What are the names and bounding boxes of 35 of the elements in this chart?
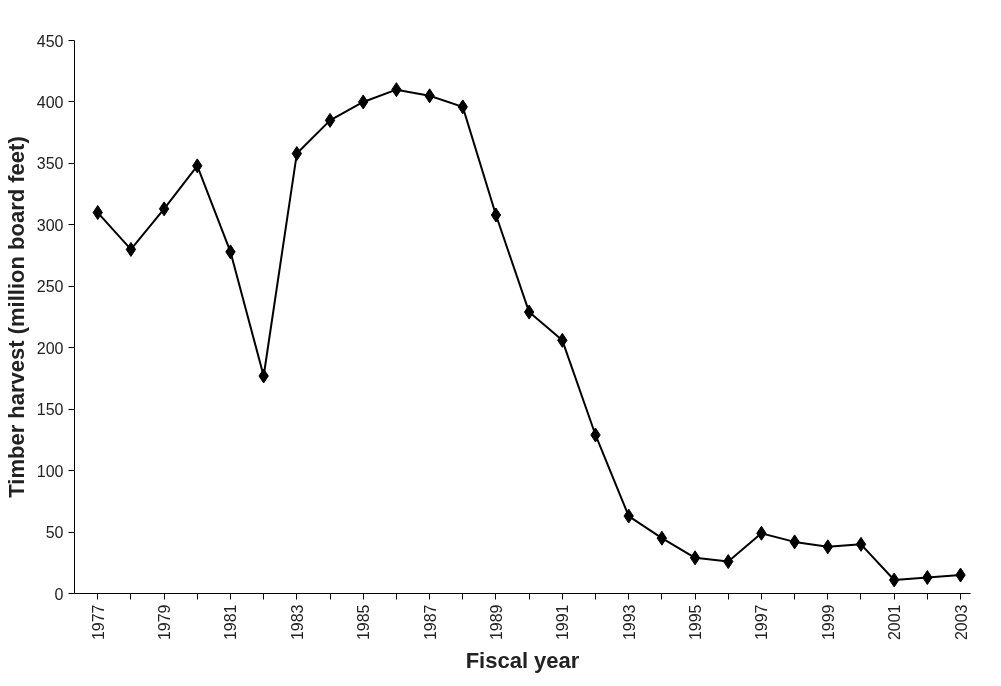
point [523, 304, 535, 320]
x-tick-label: 1989 [487, 604, 505, 641]
point [689, 550, 701, 566]
x-axis-title: Fiscal year [465, 648, 580, 674]
x-tick-label: 1983 [288, 604, 306, 641]
y-tick-label: 300 [36, 216, 64, 234]
x-tick-label: 1977 [89, 604, 107, 641]
y-tick-label: 200 [36, 339, 64, 357]
x-tick-label: 1993 [620, 604, 638, 641]
y-tick-label: 50 [45, 524, 64, 542]
point [855, 536, 867, 552]
x-tick-label: 1997 [753, 604, 771, 641]
point [324, 112, 336, 128]
y-tick-label: 0 [54, 585, 64, 603]
y-tick-label: 400 [36, 93, 64, 111]
point [656, 530, 668, 546]
y-tick-label: 100 [36, 462, 64, 480]
y-tick-label: 450 [36, 32, 64, 50]
y-axis-title: Timber harvest (million board feet) [3, 136, 29, 498]
point [490, 207, 502, 223]
y-tick-label: 250 [36, 278, 64, 296]
x-tick-label: 2003 [952, 604, 970, 641]
point [158, 201, 170, 217]
x-tick-label: 1987 [421, 604, 439, 641]
x-tick-label: 1995 [687, 604, 705, 641]
y-tick-label: 150 [36, 401, 64, 419]
x-tick-label: 1981 [222, 604, 240, 641]
point [291, 146, 303, 162]
x-tick-label: 1979 [156, 604, 174, 641]
x-tick-label: 1991 [554, 604, 572, 641]
x-tick-label: 1999 [819, 604, 837, 641]
point [125, 241, 137, 257]
x-tick-label: 1985 [355, 604, 373, 641]
y-tick-label: 350 [36, 155, 64, 173]
x-tick-label: 2001 [886, 604, 904, 641]
